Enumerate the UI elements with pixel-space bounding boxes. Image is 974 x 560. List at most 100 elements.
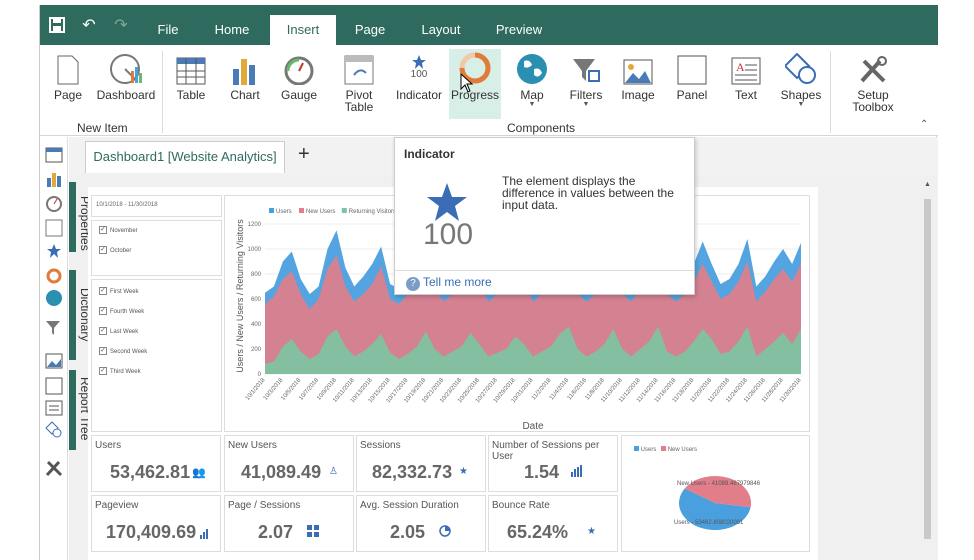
- kpi-title: Sessions: [360, 440, 401, 451]
- add-page-icon[interactable]: +: [298, 143, 310, 165]
- legend-swatch: [341, 208, 347, 213]
- vertical-scrollbar[interactable]: ▲: [922, 181, 933, 560]
- chevron-down-icon: ▼: [582, 101, 590, 108]
- kpi-value: 53,462.81: [110, 462, 191, 482]
- users-icon: 👥: [192, 467, 206, 479]
- image-icon[interactable]: [45, 353, 63, 371]
- filter-item[interactable]: ✓ Last Week: [99, 327, 139, 336]
- indicator-label: Indicator: [395, 88, 443, 102]
- group-components-label: Components: [507, 121, 576, 135]
- kpi-card[interactable]: Number of Sessions per User 1.54: [488, 435, 618, 492]
- indicator-tooltip: Indicator 100 The element displays the d…: [394, 137, 695, 295]
- filter-item[interactable]: ✓ November: [99, 226, 138, 235]
- month-filter: ✓ November ✓ October: [91, 220, 222, 276]
- shapes-button[interactable]: Shapes ▼: [778, 49, 824, 119]
- shapes-icon[interactable]: [45, 421, 63, 439]
- kpi-card[interactable]: Users 53,462.81 👥: [91, 435, 221, 492]
- progress-button[interactable]: Progress: [449, 49, 501, 119]
- redo-icon[interactable]: ↷: [114, 17, 128, 34]
- filter-item[interactable]: ✓ Second Week: [99, 347, 148, 356]
- chart-icon[interactable]: [45, 171, 63, 189]
- report-tree-panel-handle[interactable]: [69, 370, 76, 450]
- pie-slice-new-users[interactable]: [684, 476, 752, 508]
- scrollbar-thumb[interactable]: [924, 199, 931, 539]
- filter-icon[interactable]: [45, 319, 63, 337]
- dictionary-panel-handle[interactable]: [69, 270, 76, 360]
- tab-layout[interactable]: Layout: [421, 22, 461, 37]
- collapse-ribbon-icon[interactable]: ⌃: [920, 119, 929, 130]
- tooltip-value: 100: [423, 218, 474, 251]
- table-button[interactable]: Table: [170, 49, 212, 119]
- indicator-button[interactable]: 100 Indicator: [394, 49, 444, 119]
- y-tick-label: 200: [251, 347, 262, 353]
- kpi-card[interactable]: Avg. Session Duration 2.05: [356, 495, 486, 552]
- document-tab[interactable]: Dashboard1 [Website Analytics]: [85, 141, 285, 173]
- tab-home[interactable]: Home: [214, 22, 250, 37]
- indicator-icon[interactable]: [45, 243, 63, 261]
- table-label: Table: [176, 88, 206, 102]
- shapes-icon: [781, 49, 821, 85]
- filter-item[interactable]: ✓ First Week: [99, 287, 139, 296]
- progress-label: Progress: [450, 88, 500, 102]
- map-icon[interactable]: [45, 289, 63, 307]
- pivot-table-icon[interactable]: [45, 219, 63, 237]
- kpi-title: Bounce Rate: [492, 500, 550, 511]
- filters-button[interactable]: Filters ▼: [566, 49, 606, 119]
- properties-panel-handle[interactable]: [69, 182, 76, 252]
- setup-toolbox-button[interactable]: Setup Toolbox: [848, 49, 898, 119]
- tell-me-more-link[interactable]: ? Tell me more: [406, 275, 492, 291]
- page-button[interactable]: Page: [48, 49, 88, 119]
- pie-chart-card[interactable]: Users New Users New Users - 41089.487979…: [621, 435, 810, 552]
- area-series-new-users[interactable]: [265, 255, 801, 374]
- kpi-value: 82,332.73: [372, 462, 453, 482]
- table-icon[interactable]: [45, 147, 63, 165]
- kpi-card[interactable]: New Users 41,089.49 ♙: [224, 435, 354, 492]
- tools-icon[interactable]: [45, 459, 63, 477]
- page-label: Page: [53, 88, 83, 102]
- area-series-returning-visitors[interactable]: [265, 326, 801, 375]
- pie-slice-users[interactable]: [679, 488, 751, 531]
- kpi-value: 170,409.69: [106, 522, 197, 542]
- table-icon: [171, 49, 211, 85]
- chart-button[interactable]: Chart: [224, 49, 266, 119]
- text-icon[interactable]: [45, 400, 63, 418]
- kpi-card[interactable]: Sessions 82,332.73 ★: [356, 435, 486, 492]
- user-icon: ♙: [329, 466, 338, 477]
- panel-button[interactable]: Panel: [672, 49, 712, 119]
- gauge-button[interactable]: Gauge: [278, 49, 320, 119]
- progress-icon[interactable]: [45, 267, 63, 285]
- filter-item[interactable]: ✓ Fourth Week: [99, 307, 145, 316]
- help-icon: ?: [406, 277, 420, 291]
- y-tick-label: 400: [251, 322, 262, 328]
- filter-item[interactable]: ✓ Third Week: [99, 367, 141, 376]
- pie-chart: [679, 476, 752, 531]
- image-button[interactable]: Image: [618, 49, 658, 119]
- mouse-cursor-icon: [460, 72, 474, 98]
- save-icon[interactable]: [48, 17, 66, 35]
- chevron-down-icon: ▼: [528, 101, 536, 108]
- tab-insert[interactable]: Insert: [270, 15, 336, 45]
- tab-page[interactable]: Page: [354, 22, 386, 37]
- shapes-label: Shapes: [780, 88, 822, 102]
- text-button[interactable]: A Text: [726, 49, 766, 119]
- panel-icon[interactable]: [45, 377, 63, 395]
- chart-icon: [225, 49, 265, 85]
- filter-item[interactable]: ✓ October: [99, 246, 132, 255]
- date-range-filter[interactable]: 10/1/2018 - 11/30/2018: [91, 195, 222, 217]
- pivot-table-button[interactable]: Pivot Table: [338, 49, 380, 119]
- legend-label: New Users: [306, 209, 335, 215]
- tab-preview[interactable]: Preview: [495, 22, 543, 37]
- dashboard-icon: [106, 49, 146, 85]
- map-button[interactable]: Map ▼: [512, 49, 552, 119]
- undo-icon[interactable]: ↶: [82, 17, 96, 34]
- kpi-card[interactable]: Pageview 170,409.69: [91, 495, 221, 552]
- tab-file[interactable]: File: [157, 22, 179, 37]
- bar-chart-icon: [571, 464, 583, 482]
- gauge-icon[interactable]: [45, 195, 63, 213]
- kpi-card[interactable]: Bounce Rate 65.24% ★: [488, 495, 618, 552]
- legend-label: Users: [276, 209, 292, 215]
- dashboard-button[interactable]: Dashboard: [96, 49, 156, 119]
- kpi-card[interactable]: Page / Sessions 2.07: [224, 495, 354, 552]
- dashboard-label: Dashboard: [96, 88, 156, 102]
- scroll-up-icon[interactable]: ▲: [924, 181, 931, 188]
